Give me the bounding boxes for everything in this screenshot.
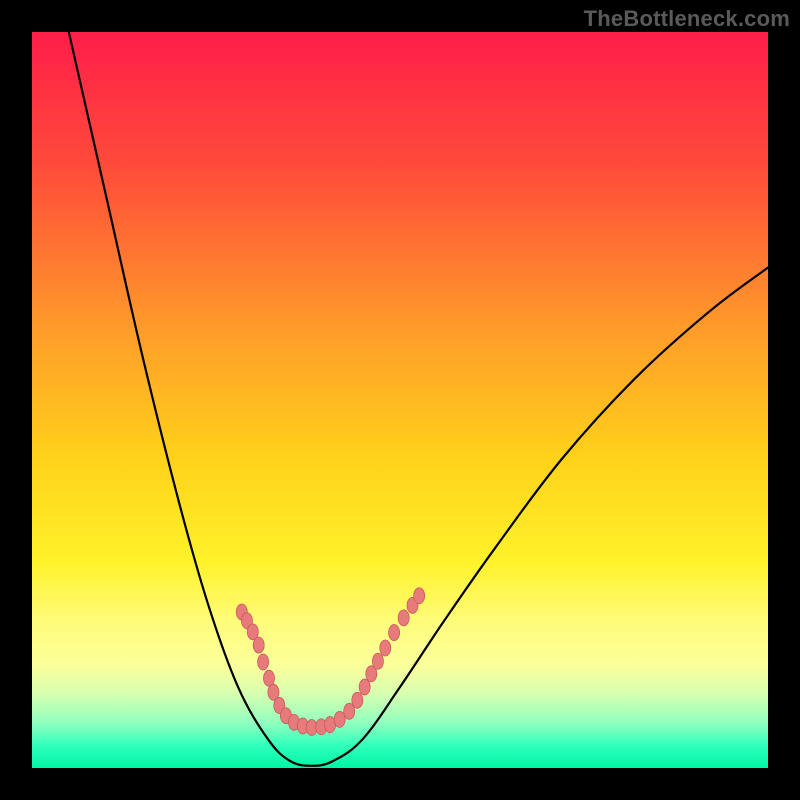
watermark-text: TheBottleneck.com (584, 6, 790, 32)
curve-marker (263, 670, 274, 686)
curve-marker (398, 610, 409, 626)
curve-marker (359, 679, 370, 695)
gradient-background (32, 32, 768, 768)
curve-marker (334, 711, 345, 727)
chart-canvas: TheBottleneck.com (0, 0, 800, 800)
curve-marker (258, 654, 269, 670)
curve-marker (253, 637, 264, 653)
curve-marker (389, 625, 400, 641)
curve-marker (372, 653, 383, 669)
curve-marker (414, 588, 425, 604)
curve-marker (380, 640, 391, 656)
plot-area (32, 32, 768, 768)
chart-svg (32, 32, 768, 768)
curve-marker (352, 692, 363, 708)
